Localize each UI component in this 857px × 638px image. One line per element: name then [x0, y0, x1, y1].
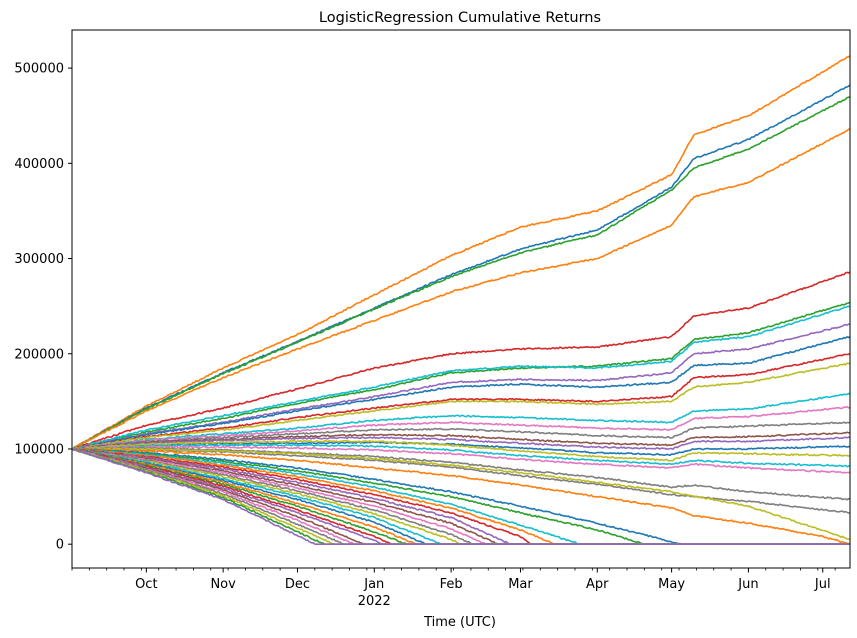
x-tick-label: Dec [285, 577, 310, 592]
y-tick-label: 200000 [14, 347, 64, 362]
series-line [72, 436, 850, 451]
y-tick-label: 100000 [14, 442, 64, 457]
series-line [72, 421, 850, 450]
y-tick-label: 0 [56, 538, 64, 553]
x-axis: Oct Nov Dec Jan 2022 Feb Mar Apr May Jun Jul [71, 568, 836, 609]
series-line [72, 447, 850, 541]
series-line [72, 335, 850, 450]
series-line [72, 305, 850, 451]
x-tick-label: Feb [440, 577, 463, 592]
x-tick-label: Nov [210, 577, 236, 592]
y-tick-label: 400000 [14, 157, 64, 172]
series-line [72, 405, 850, 450]
x-tick-label: Jun [737, 577, 758, 592]
chart-title: LogisticRegression Cumulative Returns [319, 10, 601, 26]
x-tick-label: Jan [363, 577, 384, 592]
x-tick-label: May [658, 577, 685, 592]
y-axis: 0 100000 200000 300000 400000 500000 [14, 62, 72, 553]
series-line [72, 55, 850, 450]
plot-frame [71, 29, 851, 569]
series-line [72, 439, 850, 462]
series-line [72, 271, 850, 450]
x-axis-label: Time (UTC) [423, 615, 496, 630]
x-tick-sublabel: 2022 [358, 594, 391, 609]
series-line [72, 447, 850, 514]
y-tick-label: 500000 [14, 62, 64, 77]
series-line [72, 447, 850, 545]
x-tick-label: Oct [135, 577, 157, 592]
x-tick-label: Mar [508, 577, 533, 592]
series-line [72, 95, 850, 450]
series-line [72, 448, 850, 545]
y-tick-label: 300000 [14, 252, 64, 267]
series-line [72, 128, 850, 450]
x-tick-label: Jul [814, 577, 831, 592]
series-line [72, 353, 850, 450]
series-line [72, 84, 850, 450]
series-line [72, 445, 850, 474]
x-tick-label: Apr [586, 577, 609, 592]
series-layer [72, 55, 850, 545]
series-line [72, 301, 850, 451]
series-line [72, 392, 850, 450]
series-line [72, 362, 850, 450]
series-line [72, 443, 850, 468]
